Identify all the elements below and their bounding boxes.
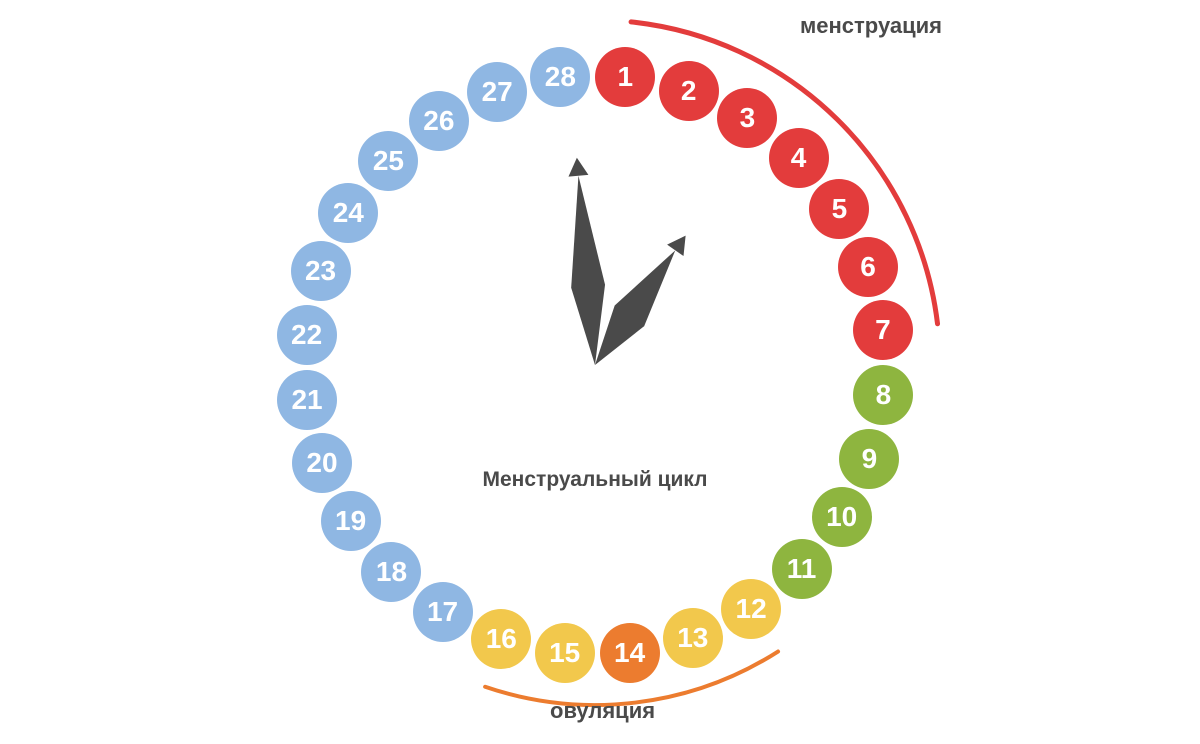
day-28: 28 <box>530 47 590 107</box>
day-21: 21 <box>277 370 337 430</box>
day-19: 19 <box>321 491 381 551</box>
day-26: 26 <box>409 91 469 151</box>
day-7: 7 <box>853 300 913 360</box>
day-10: 10 <box>812 487 872 547</box>
day-12: 12 <box>721 579 781 639</box>
ovulation-arc-label: овуляция <box>550 698 655 724</box>
day-3: 3 <box>717 88 777 148</box>
day-22: 22 <box>277 305 337 365</box>
center-title: Менструальный цикл <box>475 468 715 492</box>
day-6: 6 <box>838 237 898 297</box>
day-1: 1 <box>595 47 655 107</box>
cycle-diagram: 1234567891011121314151617181920212223242… <box>0 0 1200 744</box>
clock-hand-short <box>595 236 686 365</box>
day-2: 2 <box>659 61 719 121</box>
day-4: 4 <box>769 128 829 188</box>
day-24: 24 <box>318 183 378 243</box>
day-9: 9 <box>839 429 899 489</box>
day-17: 17 <box>413 582 473 642</box>
day-16: 16 <box>471 609 531 669</box>
day-18: 18 <box>361 542 421 602</box>
day-20: 20 <box>292 433 352 493</box>
day-13: 13 <box>663 608 723 668</box>
day-15: 15 <box>535 623 595 683</box>
clock-hand-long <box>568 158 605 365</box>
day-25: 25 <box>358 131 418 191</box>
day-5: 5 <box>809 179 869 239</box>
day-23: 23 <box>291 241 351 301</box>
day-27: 27 <box>467 62 527 122</box>
day-8: 8 <box>853 365 913 425</box>
menstruation-arc-label: менструация <box>800 13 942 39</box>
day-14: 14 <box>600 623 660 683</box>
day-11: 11 <box>772 539 832 599</box>
arcs-and-hands-layer <box>0 0 1200 744</box>
